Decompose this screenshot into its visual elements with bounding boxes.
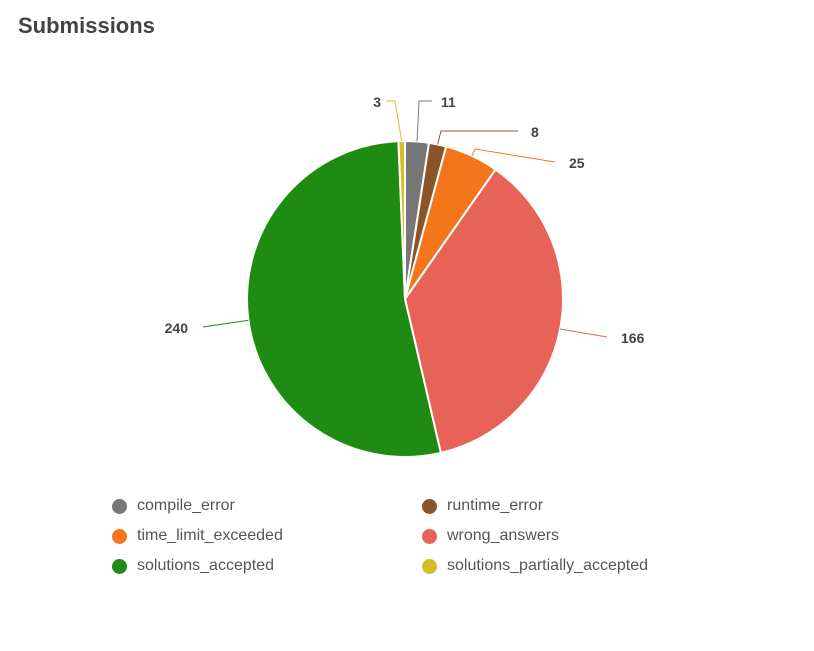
legend-marker xyxy=(112,498,127,514)
legend-marker xyxy=(112,558,127,574)
legend-label: wrong_answers xyxy=(447,527,560,544)
legend-label: solutions_partially_accepted xyxy=(447,557,649,574)
legend-item-solutions-partially-accepted[interactable]: solutions_partially_accepted xyxy=(422,557,648,575)
legend-marker xyxy=(112,528,127,544)
chart-title: Submissions xyxy=(18,13,155,38)
leader-line-solutions-accepted xyxy=(202,319,249,328)
pie-chart: 11 8 25 166 240 3 xyxy=(165,94,645,458)
leader-line-compile-error xyxy=(416,100,432,142)
legend-marker xyxy=(422,558,437,574)
legend-item-compile-error[interactable]: compile_error xyxy=(112,497,235,515)
legend-item-runtime-error[interactable]: runtime_error xyxy=(422,497,543,515)
legend-marker xyxy=(422,528,437,544)
pie-slice-solutions-accepted[interactable] xyxy=(246,140,443,458)
data-label-time-limit-exceeded: 25 xyxy=(569,155,585,171)
pie-slice-wrong-answers[interactable] xyxy=(403,168,564,455)
legend-label: time_limit_exceeded xyxy=(137,527,283,544)
data-label-wrong-answers: 166 xyxy=(621,330,645,346)
data-label-solutions-partially-accepted: 3 xyxy=(373,94,381,110)
leader-line-solutions-partially-accepted xyxy=(386,100,403,142)
legend-item-time-limit-exceeded[interactable]: time_limit_exceeded xyxy=(112,527,283,545)
legend-label: solutions_accepted xyxy=(137,557,274,574)
data-label-runtime-error: 8 xyxy=(531,124,539,140)
data-label-compile-error: 11 xyxy=(441,94,456,110)
legend-label: runtime_error xyxy=(447,497,544,514)
legend-item-solutions-accepted[interactable]: solutions_accepted xyxy=(112,557,274,575)
legend-label: compile_error xyxy=(137,497,235,514)
leader-line-time-limit-exceeded xyxy=(471,148,556,163)
leader-line-wrong-answers xyxy=(560,328,608,338)
leader-line-runtime-error xyxy=(437,130,518,145)
legend-item-wrong-answers[interactable]: wrong_answers xyxy=(422,527,559,545)
legend-marker xyxy=(422,498,437,514)
data-label-solutions-accepted: 240 xyxy=(165,320,189,336)
pie-slice-solutions-partially-accepted[interactable] xyxy=(397,139,406,300)
